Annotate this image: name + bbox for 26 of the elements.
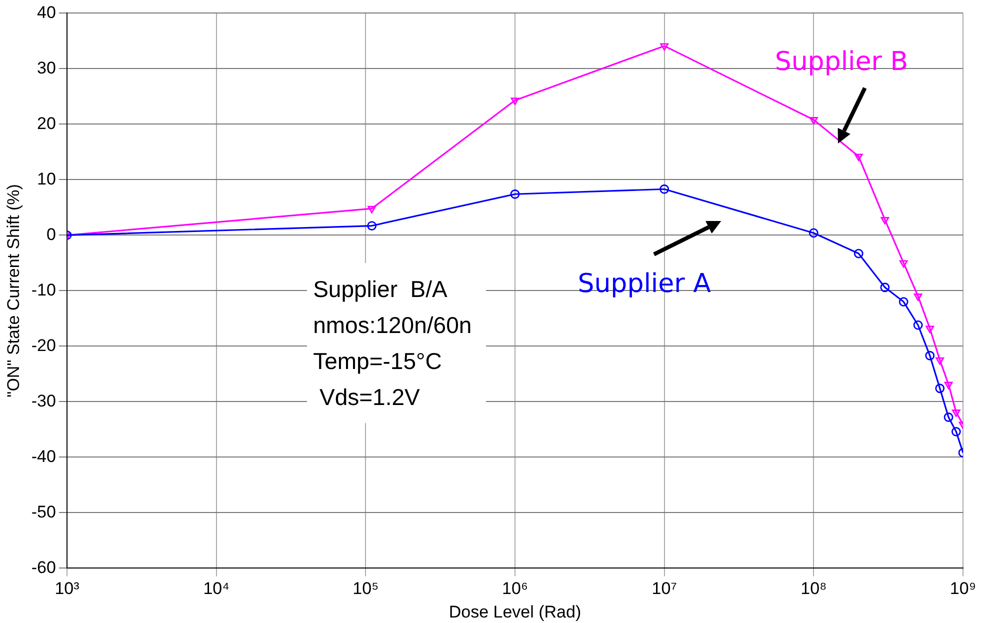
y-tick-label: -60 bbox=[31, 558, 56, 577]
y-axis-title: "ON" State Current Shift (%) bbox=[4, 184, 23, 398]
annotation: Supplier B/A bbox=[313, 274, 448, 304]
y-tick-label: 0 bbox=[46, 224, 56, 244]
x-tick-label: 10³ bbox=[54, 579, 80, 598]
series-label: Supplier B bbox=[774, 46, 908, 76]
y-tick-label: 30 bbox=[37, 58, 56, 78]
y-tick-label: -20 bbox=[31, 336, 56, 355]
x-tick-label: 10⁹ bbox=[950, 579, 976, 598]
y-tick-label: -40 bbox=[31, 446, 56, 466]
y-tick-label: 20 bbox=[37, 114, 56, 133]
annotation: Vds=1.2V bbox=[318, 382, 421, 412]
y-tick-label: -50 bbox=[31, 502, 56, 522]
x-tick-label: 10⁷ bbox=[652, 579, 677, 598]
x-tick-label: 10⁸ bbox=[800, 579, 827, 598]
y-tick-label: 40 bbox=[37, 2, 56, 22]
text: Supplier A bbox=[578, 268, 711, 298]
y-tick-label: -30 bbox=[31, 391, 56, 410]
annotation: Temp=-15°C bbox=[313, 346, 443, 376]
x-tick-label: 10⁴ bbox=[203, 579, 230, 598]
y-tick-label: -10 bbox=[31, 280, 56, 300]
annotation: nmos:120n/60n bbox=[313, 310, 472, 340]
x-tick-label: 10⁶ bbox=[502, 579, 528, 598]
x-axis-title: Dose Level (Rad) bbox=[448, 602, 582, 622]
x-tick-label: 10⁵ bbox=[352, 579, 379, 598]
y-tick-label: 10 bbox=[37, 169, 56, 188]
